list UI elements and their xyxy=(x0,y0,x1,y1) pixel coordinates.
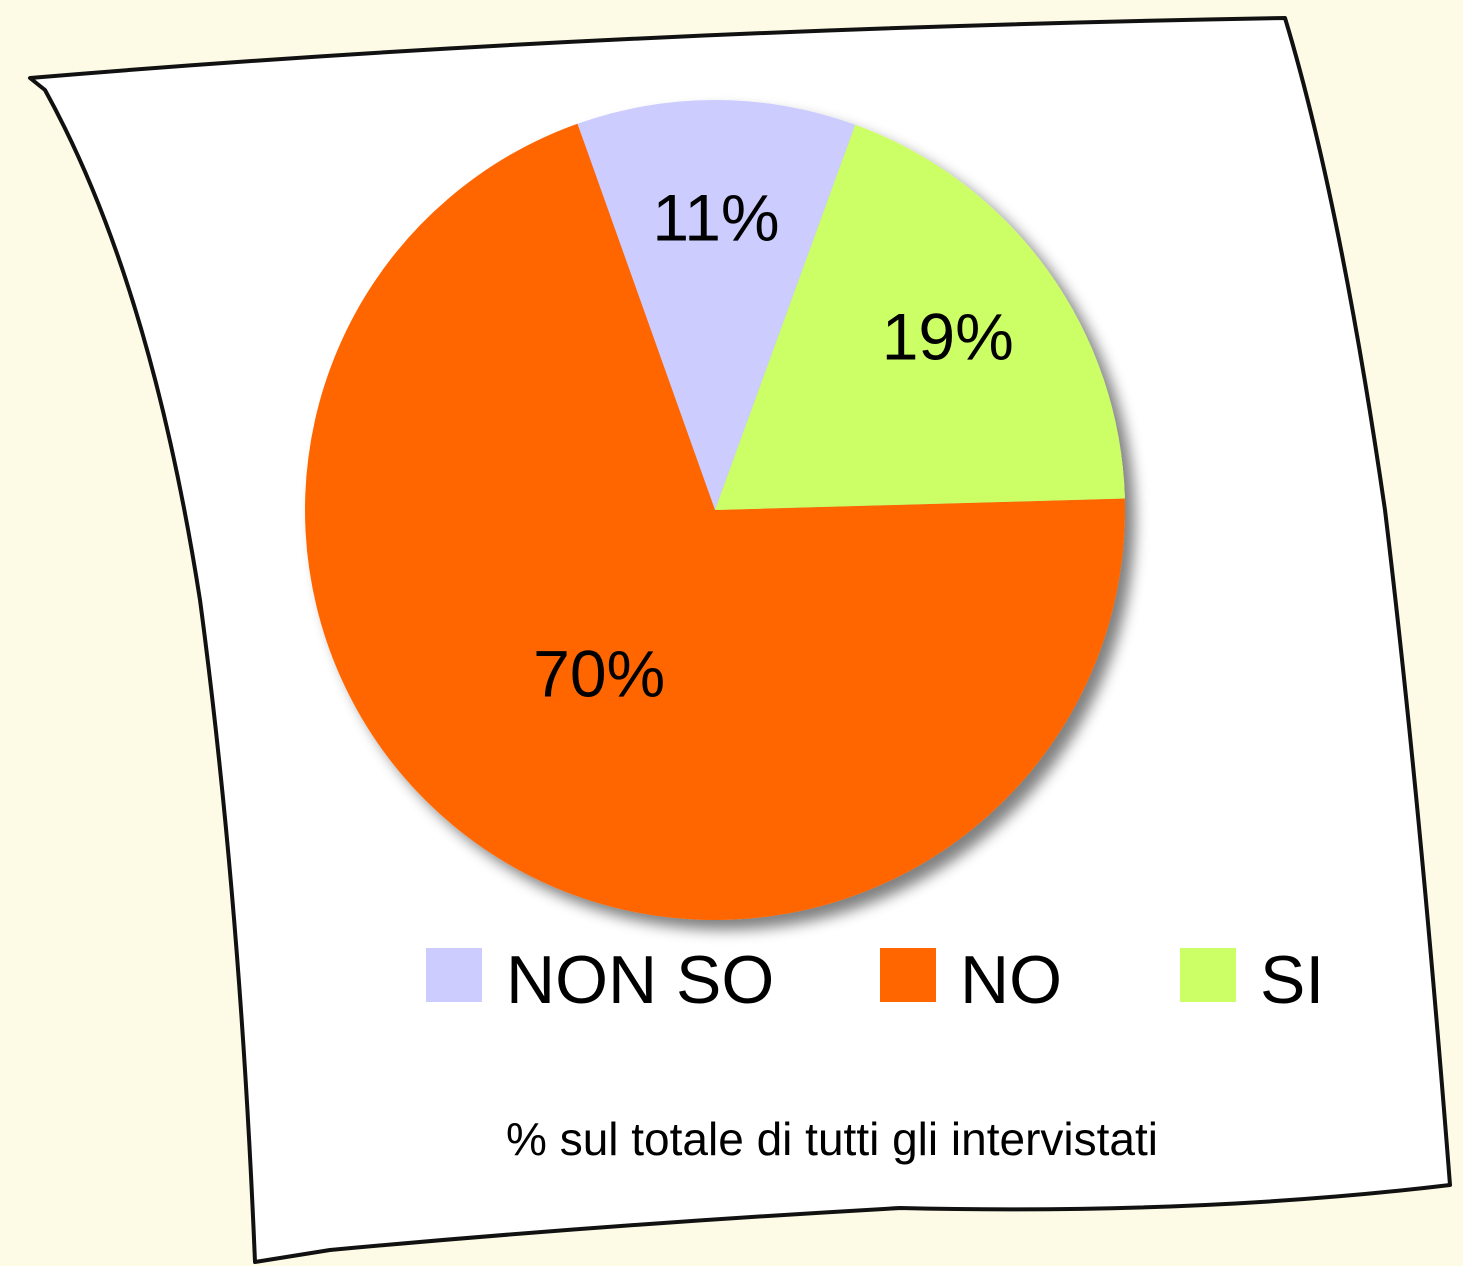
legend-label: NON SO xyxy=(506,942,774,1018)
pie xyxy=(304,99,1125,920)
legend-label: NO xyxy=(960,942,1062,1018)
value-label: 19% xyxy=(882,300,1014,374)
legend-label: SI xyxy=(1260,942,1324,1018)
value-label: 70% xyxy=(533,637,665,711)
value-label: 11% xyxy=(652,180,779,254)
pie-slice xyxy=(715,124,1125,511)
legend-swatch xyxy=(1180,948,1236,1002)
pie-slice xyxy=(304,123,1125,920)
legend-swatch xyxy=(426,948,482,1002)
legend-swatch xyxy=(880,948,936,1002)
pie-slice xyxy=(577,99,856,510)
caption: % sul totale di tutti gli intervistati xyxy=(506,1113,1158,1165)
